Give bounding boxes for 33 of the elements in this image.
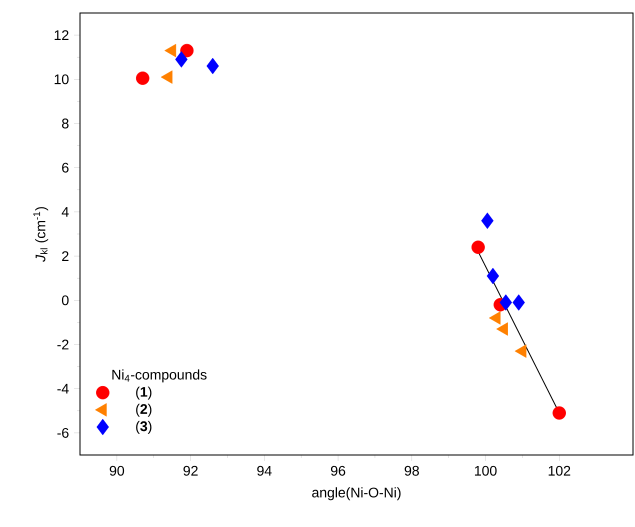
legend-label: (1) [136, 386, 152, 400]
x-tick-label: 102 [548, 466, 570, 476]
legend-label: (3) [136, 420, 152, 434]
y-tick-label: 8 [62, 118, 69, 128]
x-axis-title: angle(Ni-O-Ni) [312, 487, 401, 500]
point [180, 44, 194, 58]
y-tick-label: -4 [57, 384, 69, 394]
point [552, 406, 566, 420]
point [136, 71, 150, 85]
y-tick-label: 2 [62, 251, 68, 261]
y-tick-label: 12 [54, 30, 68, 40]
y-tick-label: -6 [57, 428, 69, 438]
point [481, 212, 494, 229]
point [512, 294, 525, 311]
x-tick-label: 94 [257, 466, 272, 476]
x-tick-label: 100 [474, 466, 497, 476]
y-tick-label: 10 [54, 74, 69, 84]
point [206, 58, 219, 74]
point [500, 294, 512, 311]
point [471, 240, 485, 254]
x-tick-label: 96 [330, 466, 346, 476]
legend-label: (2) [136, 404, 152, 417]
legend-title: Ni$_{4}$-compounds [112, 369, 207, 382]
y-tick-label: 6 [62, 162, 69, 173]
y-axis-title: J$_{kl}$ (cm$^{-1}$) [33, 207, 48, 262]
y-tick-label: -2 [57, 340, 68, 350]
x-tick-label: 92 [184, 466, 198, 476]
point [486, 268, 500, 284]
point [175, 51, 188, 68]
y-tick-label: 4 [62, 207, 69, 217]
y-tick-label: 0 [62, 295, 69, 306]
x-tick-label: 98 [404, 466, 419, 476]
x-tick-label: 90 [110, 466, 124, 476]
